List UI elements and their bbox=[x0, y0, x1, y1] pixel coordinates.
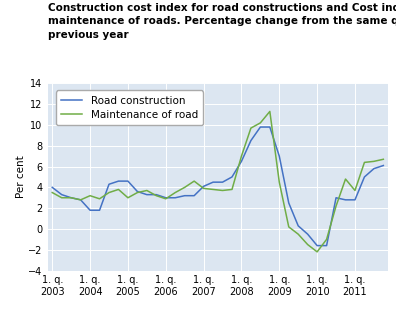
Road construction bbox=[88, 208, 92, 212]
Road construction bbox=[277, 154, 282, 158]
Maintenance of road bbox=[362, 160, 367, 164]
Maintenance of road bbox=[220, 188, 225, 192]
Maintenance of road bbox=[182, 185, 187, 189]
Road construction bbox=[173, 196, 177, 200]
Maintenance of road bbox=[371, 160, 376, 163]
Maintenance of road bbox=[296, 232, 301, 236]
Road construction bbox=[182, 194, 187, 197]
Road construction bbox=[192, 194, 196, 197]
Text: Construction cost index for road constructions and Cost index for
maintenance of: Construction cost index for road constru… bbox=[48, 3, 396, 39]
Maintenance of road bbox=[352, 188, 357, 192]
Road construction bbox=[211, 180, 215, 184]
Road construction bbox=[135, 190, 140, 193]
Road construction bbox=[324, 244, 329, 248]
Road construction bbox=[381, 164, 386, 167]
Maintenance of road bbox=[258, 121, 263, 125]
Maintenance of road bbox=[88, 194, 92, 197]
Road construction bbox=[286, 201, 291, 205]
Maintenance of road bbox=[201, 187, 206, 190]
Road construction bbox=[258, 125, 263, 129]
Maintenance of road bbox=[324, 238, 329, 241]
Road construction bbox=[343, 198, 348, 202]
Maintenance of road bbox=[135, 191, 140, 194]
Road construction bbox=[371, 167, 376, 170]
Road construction bbox=[220, 180, 225, 184]
Maintenance of road bbox=[305, 243, 310, 246]
Maintenance of road bbox=[249, 126, 253, 130]
Maintenance of road bbox=[173, 191, 177, 194]
Road construction bbox=[116, 179, 121, 183]
Maintenance of road bbox=[50, 191, 55, 194]
Maintenance of road bbox=[211, 188, 215, 191]
Maintenance of road bbox=[334, 204, 339, 208]
Road construction bbox=[97, 208, 102, 212]
Road construction bbox=[126, 179, 130, 183]
Maintenance of road bbox=[97, 197, 102, 201]
Maintenance of road bbox=[164, 197, 168, 201]
Maintenance of road bbox=[107, 191, 111, 194]
Road construction bbox=[50, 185, 55, 189]
Maintenance of road bbox=[343, 177, 348, 181]
Road construction bbox=[315, 244, 320, 248]
Road construction bbox=[296, 224, 301, 228]
Maintenance of road bbox=[286, 225, 291, 229]
Road construction bbox=[201, 184, 206, 188]
Maintenance of road bbox=[145, 188, 149, 192]
Road construction bbox=[164, 196, 168, 200]
Road construction bbox=[305, 232, 310, 236]
Maintenance of road bbox=[192, 179, 196, 183]
Maintenance of road bbox=[381, 157, 386, 161]
Maintenance of road bbox=[230, 188, 234, 191]
Maintenance of road bbox=[126, 196, 130, 200]
Maintenance of road bbox=[267, 109, 272, 113]
Road construction bbox=[352, 198, 357, 202]
Line: Road construction: Road construction bbox=[52, 127, 383, 246]
Line: Maintenance of road: Maintenance of road bbox=[52, 111, 383, 252]
Maintenance of road bbox=[59, 196, 64, 200]
Road construction bbox=[59, 193, 64, 197]
Maintenance of road bbox=[277, 180, 282, 184]
Road construction bbox=[78, 198, 83, 202]
Maintenance of road bbox=[69, 196, 74, 200]
Road construction bbox=[239, 160, 244, 163]
Maintenance of road bbox=[239, 154, 244, 158]
Road construction bbox=[107, 182, 111, 186]
Legend: Road construction, Maintenance of road: Road construction, Maintenance of road bbox=[56, 91, 203, 125]
Y-axis label: Per cent: Per cent bbox=[15, 156, 25, 198]
Maintenance of road bbox=[116, 188, 121, 191]
Road construction bbox=[267, 125, 272, 129]
Maintenance of road bbox=[78, 198, 83, 202]
Maintenance of road bbox=[315, 250, 320, 254]
Road construction bbox=[230, 175, 234, 179]
Maintenance of road bbox=[154, 194, 159, 197]
Road construction bbox=[154, 193, 159, 197]
Road construction bbox=[69, 196, 74, 200]
Road construction bbox=[362, 175, 367, 179]
Road construction bbox=[249, 139, 253, 142]
Road construction bbox=[145, 193, 149, 197]
Road construction bbox=[334, 196, 339, 200]
